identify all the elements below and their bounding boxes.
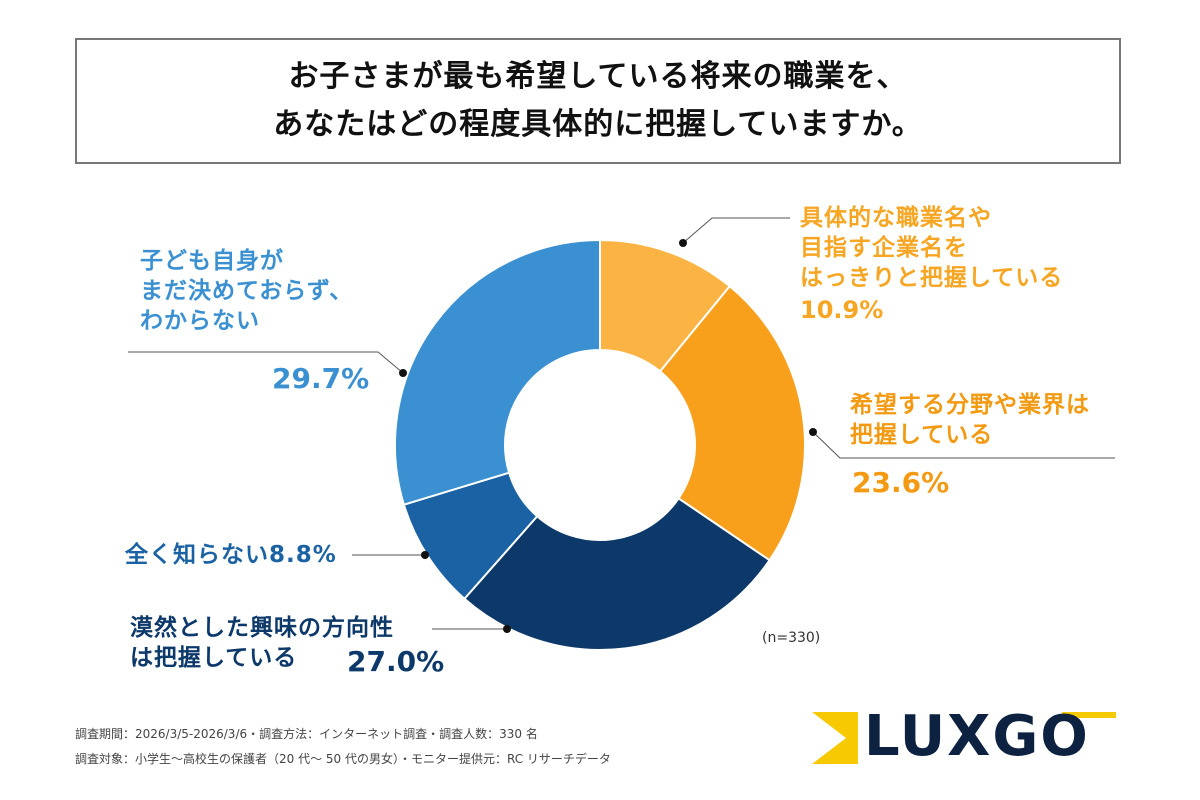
label-line: まだ決めておらず、 xyxy=(140,278,354,304)
sample-size: (n=330) xyxy=(762,630,821,646)
label-line: わからない xyxy=(140,308,260,334)
leader-dot-0 xyxy=(679,239,687,247)
leader-dot-4 xyxy=(399,369,407,377)
slice-label-2: 漠然とした興味の方向性 は把握している xyxy=(130,613,394,673)
logo-bar xyxy=(1062,712,1116,718)
slice-label-4: 子ども自身が まだ決めておらず、 わからない xyxy=(140,246,353,336)
leader-line-1 xyxy=(812,431,1115,459)
footer-line-1: 調査期間：2026/3/5-2026/3/6・調査方法：インターネット調査・調査… xyxy=(75,727,538,741)
slice-label-3: 全く知らない8.8% xyxy=(125,540,337,570)
luxgo-logo: LUXGO xyxy=(812,704,1122,770)
label-line: 全く知らない xyxy=(125,542,269,568)
title-box: お子さまが最も希望している将来の職業を、 あなたはどの程度具体的に把握しています… xyxy=(75,38,1121,164)
slice-value-1: 23.6% xyxy=(852,466,950,499)
logo-triangle xyxy=(812,712,846,764)
label-line: 子ども自身が xyxy=(140,248,284,274)
leader-dot-1 xyxy=(809,428,817,436)
slice-label-0: 具体的な職業名や 目指す企業名を はっきりと把握している xyxy=(800,203,1063,293)
title-line-2: あなたはどの程度具体的に把握していますか。 xyxy=(273,107,923,142)
logo-text: LUXGO xyxy=(864,704,1090,769)
leader-dot-3 xyxy=(421,551,429,559)
leader-line-4 xyxy=(128,351,404,374)
donut-slice-2 xyxy=(463,497,771,651)
slice-value-0: 10.9% xyxy=(800,296,884,324)
label-line: 漠然とした興味の方向性 xyxy=(130,615,394,641)
label-line: はっきりと把握している xyxy=(800,265,1064,291)
footer-line-2: 調査対象：小学生〜高校生の保護者（20 代〜 50 代の男女）・モニター提供元：… xyxy=(75,752,611,766)
slice-value-4: 29.7% xyxy=(272,362,370,395)
label-line: 具体的な職業名や xyxy=(800,205,992,231)
label-line: 把握している xyxy=(850,422,994,448)
leader-dot-2 xyxy=(503,625,511,633)
slice-label-1: 希望する分野や業界は 把握している xyxy=(850,390,1090,450)
leader-line-0 xyxy=(682,217,790,244)
donut-slice-1 xyxy=(658,284,806,562)
donut-slice-4 xyxy=(394,238,601,506)
slice-value-3: 8.8% xyxy=(269,542,337,568)
label-line: 目指す企業名を xyxy=(800,235,968,261)
title-line-1: お子さまが最も希望している将来の職業を、 xyxy=(288,59,908,94)
slice-value-2: 27.0% xyxy=(347,645,445,678)
label-line: は把握している xyxy=(130,645,298,671)
label-line: 希望する分野や業界は xyxy=(850,392,1090,418)
